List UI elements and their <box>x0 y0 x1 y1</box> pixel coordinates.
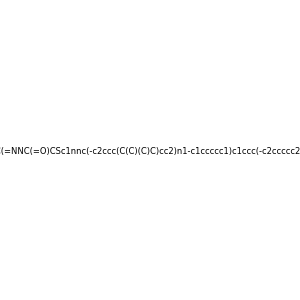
Text: CC(=NNC(=O)CSc1nnc(-c2ccc(C(C)(C)C)cc2)n1-c1ccccc1)c1ccc(-c2ccccc2)cc1: CC(=NNC(=O)CSc1nnc(-c2ccc(C(C)(C)C)cc2)n… <box>0 147 300 156</box>
